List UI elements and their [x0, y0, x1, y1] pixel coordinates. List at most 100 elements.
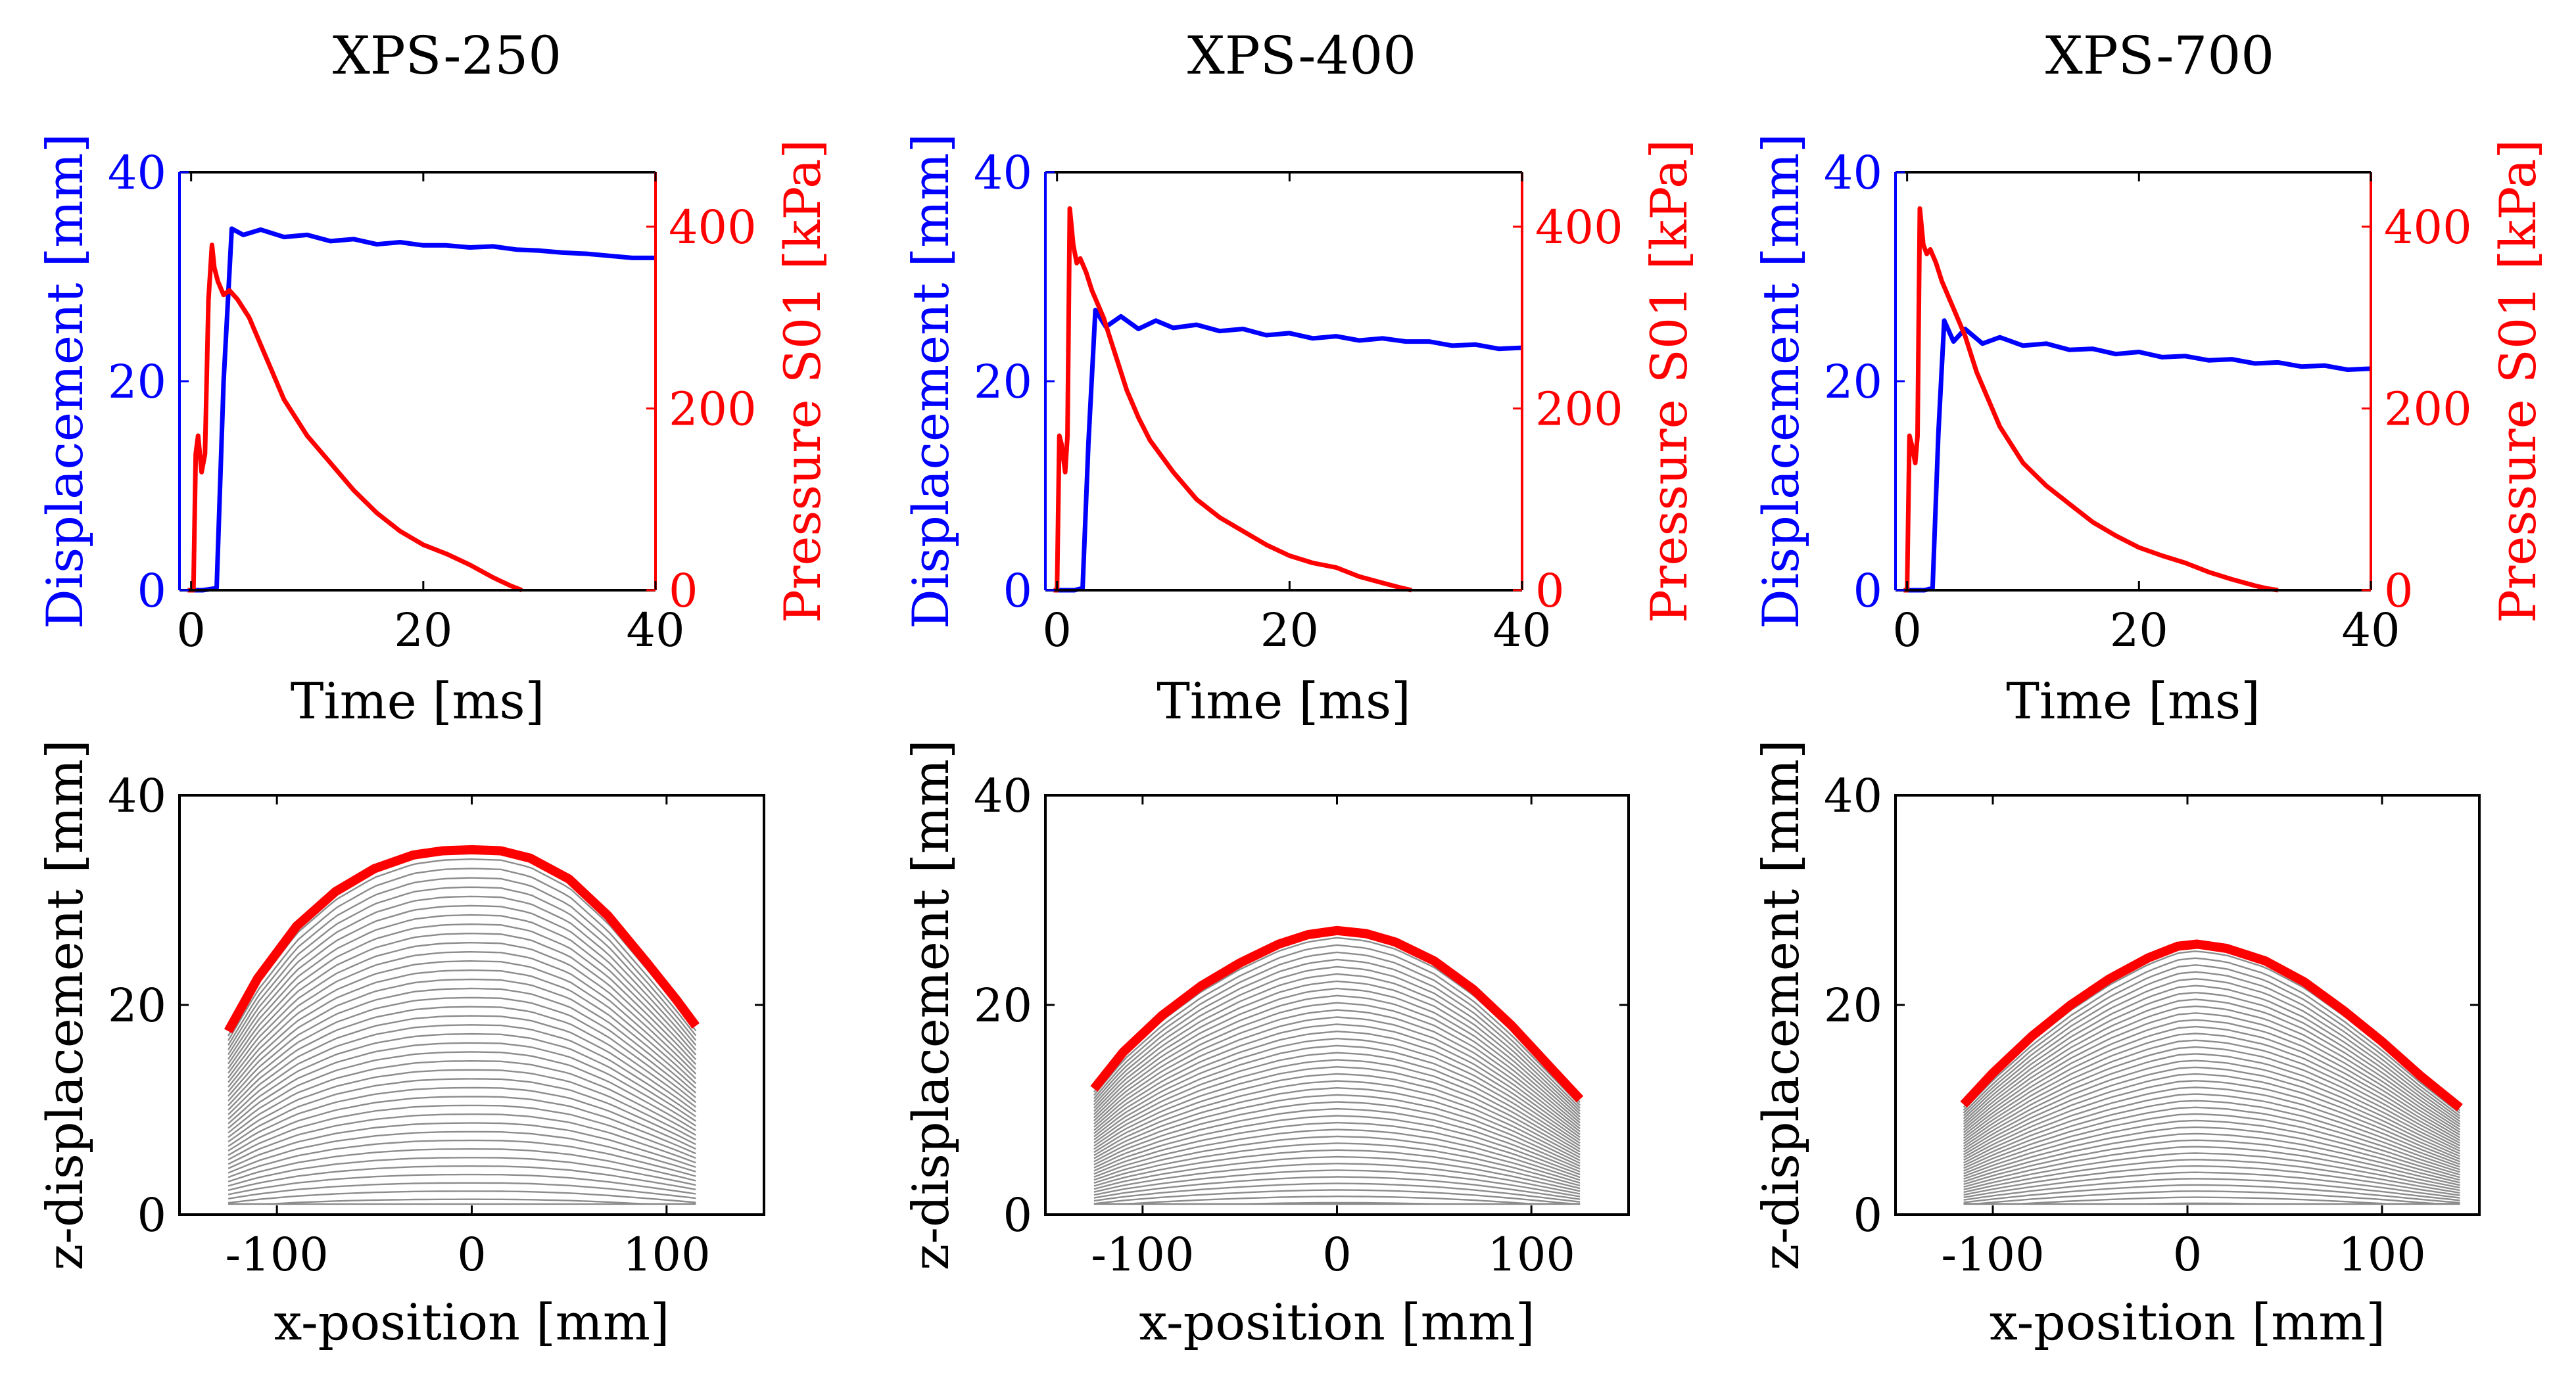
profile-line — [1093, 1149, 1581, 1190]
x-tick-label: 100 — [1487, 1228, 1575, 1282]
profile-line — [227, 914, 697, 1065]
x-axis-label: x-position [mm] — [274, 1293, 669, 1351]
profile-line — [1093, 1016, 1581, 1135]
x-tick-label: 0 — [1042, 603, 1072, 657]
x-axis-label: Time [ms] — [2006, 672, 2260, 730]
left-y-tick-label: 0 — [137, 564, 166, 618]
profile-line — [1963, 1025, 2460, 1141]
profile-line — [227, 1157, 696, 1187]
profile-line — [1093, 1023, 1581, 1138]
right-y-tick-label: 200 — [669, 382, 757, 436]
profile-line — [227, 1051, 696, 1134]
profile-line — [1093, 1030, 1581, 1141]
profile-line — [1093, 1121, 1581, 1178]
profile-line — [1093, 1189, 1581, 1205]
profile-line — [1963, 957, 2461, 1114]
profile-line — [1963, 1106, 2460, 1173]
profile-line — [1963, 1165, 2460, 1196]
profile-line — [1093, 1115, 1581, 1176]
y-axis-label: z-displacement [mm] — [1752, 739, 1810, 1270]
x-tick-label: 0 — [176, 603, 206, 657]
left-y-tick-label: 40 — [974, 146, 1032, 200]
profile-line — [227, 1130, 696, 1174]
left-y-axis-label: Displacement [mm] — [36, 133, 94, 629]
x-tick-label: 40 — [626, 603, 684, 657]
right-y-tick-label: 400 — [2384, 200, 2472, 254]
x-tick-label: 20 — [394, 603, 452, 657]
profile-chart-2: -100 0 100 0 20 40 x-position [mm] z-displaceme… — [901, 739, 1630, 1351]
right-y-axis-label: Pressure S01 [kPa] — [773, 139, 832, 623]
profile-line — [1093, 980, 1581, 1121]
profile-line — [227, 978, 697, 1097]
profile-line — [1093, 1176, 1581, 1200]
profile-line — [1963, 964, 2461, 1117]
profile-line — [1093, 1002, 1581, 1130]
profile-line — [1963, 1132, 2460, 1184]
x-tick-label: 0 — [1322, 1228, 1352, 1282]
profile-line — [1093, 987, 1581, 1124]
profile-line — [1093, 1009, 1581, 1132]
profile-line — [1963, 1066, 2460, 1157]
profile-chart-1: -100 0 100 0 20 40 x-position [mm] z-displaceme… — [36, 739, 765, 1351]
profile-line — [1963, 978, 2461, 1123]
profile-line — [1093, 1155, 1581, 1192]
profile-line — [1093, 1101, 1581, 1170]
profile-line — [1963, 1139, 2460, 1186]
y-tick-label: 40 — [108, 769, 166, 823]
profile-line — [1963, 1159, 2460, 1194]
x-axis-label: x-position [mm] — [1990, 1293, 2385, 1351]
profile-line — [1093, 958, 1581, 1112]
profile-line — [1093, 1080, 1581, 1161]
profile-line — [1963, 1059, 2460, 1155]
profile-line — [227, 1122, 696, 1169]
profile-line — [227, 877, 697, 1046]
profile-line — [1963, 1012, 2461, 1136]
profile-line — [227, 1182, 696, 1199]
profile-line — [227, 895, 697, 1056]
profile-line — [1093, 1094, 1581, 1167]
profile-line — [1093, 966, 1581, 1115]
profile-line — [227, 1042, 696, 1129]
profile-line — [227, 1096, 696, 1156]
left-y-tick-label: 0 — [1853, 564, 1882, 618]
profile-line — [1963, 1113, 2460, 1176]
profile-line — [1093, 944, 1581, 1106]
profile-line — [227, 1078, 696, 1148]
profile-line — [1963, 991, 2461, 1128]
x-tick-label: 0 — [2173, 1228, 2203, 1282]
y-tick-label: 40 — [1824, 769, 1882, 823]
profile-line — [1963, 1184, 2460, 1204]
profile-line — [1093, 1129, 1581, 1181]
profile-line — [228, 1198, 696, 1205]
profile-line — [227, 960, 697, 1088]
profile-line — [227, 1104, 696, 1161]
profile-line — [1093, 1142, 1581, 1187]
x-tick-label: 20 — [2110, 603, 2168, 657]
x-axis-label: Time [ms] — [1157, 672, 1411, 730]
profile-line — [227, 923, 697, 1069]
chart-title: XPS-700 — [2045, 25, 2274, 86]
displacement-line — [1057, 308, 1523, 593]
max-deflection-line — [1960, 939, 2463, 1111]
profile-line — [1093, 1182, 1581, 1203]
profile-line — [227, 1190, 696, 1204]
max-deflection-line — [1090, 925, 1584, 1103]
left-y-tick-label: 20 — [1824, 355, 1882, 409]
profile-line — [227, 987, 697, 1102]
profile-line — [227, 1165, 696, 1192]
x-tick-label: 100 — [623, 1228, 711, 1282]
profile-line — [1093, 1107, 1581, 1173]
right-y-tick-label: 400 — [669, 200, 757, 254]
y-tick-label: 20 — [108, 979, 166, 1033]
y-tick-label: 40 — [974, 769, 1032, 823]
profile-line — [227, 1173, 696, 1196]
profile-line — [1963, 1171, 2460, 1199]
profile-line — [227, 868, 697, 1041]
profile-line — [1963, 1046, 2460, 1150]
profile-line — [1963, 1126, 2460, 1181]
profile-line — [1093, 994, 1581, 1127]
left-y-axis-label: Displacement [mm] — [1752, 133, 1810, 629]
profile-line — [227, 932, 697, 1074]
